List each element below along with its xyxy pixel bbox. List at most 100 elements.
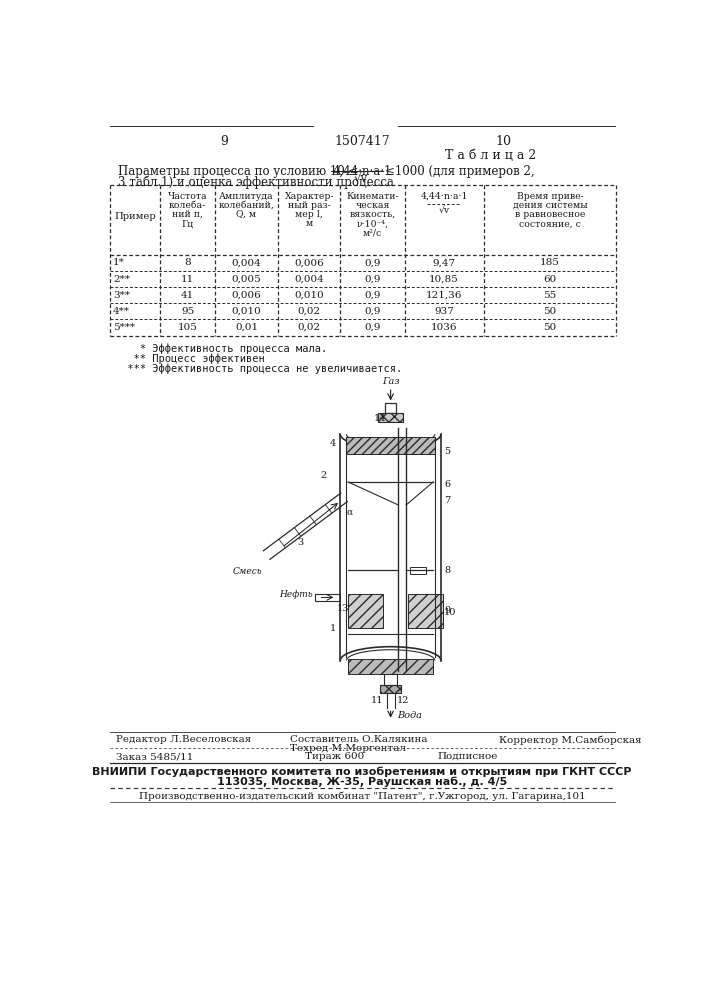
Bar (385, 403, 396, 413)
Text: Т а б л и ц а 2: Т а б л и ц а 2 (445, 149, 536, 162)
Text: 12: 12 (397, 696, 409, 705)
Text: Время приве-: Время приве- (517, 192, 583, 201)
Text: 3 табл.1) и оценка эффективности процесса: 3 табл.1) и оценка эффективности процесс… (118, 175, 394, 189)
Bar (346, 437, 435, 454)
Text: 2: 2 (320, 471, 327, 480)
Text: 0,9: 0,9 (364, 323, 380, 332)
Text: Редактор Л.Веселовская: Редактор Л.Веселовская (115, 735, 251, 744)
Text: Пример: Пример (115, 212, 156, 221)
Text: 0,9: 0,9 (364, 258, 380, 267)
Text: ВНИИПИ Государственного комитета по изобретениям и открытиям при ГКНТ СССР: ВНИИПИ Государственного комитета по изоб… (92, 766, 631, 777)
Text: 3: 3 (298, 538, 304, 547)
Text: ** Процесс эффективен: ** Процесс эффективен (121, 353, 264, 364)
Text: 95: 95 (181, 307, 194, 316)
Text: 50: 50 (543, 323, 556, 332)
Text: *** Эффективность процесса не увеличивается.: *** Эффективность процесса не увеличивае… (121, 363, 402, 374)
Text: 0,006: 0,006 (232, 291, 262, 300)
Text: Смесь: Смесь (233, 567, 263, 576)
Text: 937: 937 (434, 307, 454, 316)
Text: α: α (346, 508, 353, 517)
Bar (385, 674, 397, 685)
Bar (348, 594, 383, 628)
Text: Вода: Вода (397, 711, 422, 720)
Text: 1*: 1* (113, 258, 125, 267)
Bar (410, 567, 426, 574)
Text: 9: 9 (220, 135, 228, 148)
Text: 5***: 5*** (113, 323, 135, 332)
Text: состояние, с: состояние, с (519, 219, 581, 228)
Text: √v: √v (438, 205, 450, 214)
Text: 0,010: 0,010 (232, 307, 262, 316)
Text: Заказ 5485/11: Заказ 5485/11 (115, 752, 193, 761)
Text: 14: 14 (374, 414, 387, 423)
Text: м: м (305, 219, 313, 228)
Text: 0,010: 0,010 (294, 291, 324, 300)
Text: Гц: Гц (182, 219, 194, 228)
Text: колеба-: колеба- (169, 201, 206, 210)
Bar (378, 413, 403, 422)
Text: ный раз-: ный раз- (288, 201, 331, 210)
Text: 1: 1 (330, 624, 337, 633)
Text: Подписное: Подписное (437, 752, 498, 761)
Text: 11: 11 (370, 696, 383, 705)
Text: ≤1000 (для примеров 2,: ≤1000 (для примеров 2, (385, 165, 534, 178)
Bar (315, 594, 340, 601)
Text: 10: 10 (444, 608, 457, 617)
Text: 0,9: 0,9 (364, 275, 380, 284)
Text: 0,9: 0,9 (364, 291, 380, 300)
Text: Техред М.Моргентал: Техред М.Моргентал (290, 744, 406, 753)
Text: 8: 8 (444, 566, 450, 575)
Text: 11: 11 (181, 275, 194, 284)
Text: Нефть: Нефть (279, 590, 313, 599)
Text: 10: 10 (495, 135, 511, 148)
Bar (348, 659, 433, 674)
Text: 0,9: 0,9 (364, 307, 380, 316)
Text: Характер-: Характер- (284, 192, 334, 201)
Text: 13: 13 (337, 604, 349, 613)
Text: в равновесное: в равновесное (515, 210, 585, 219)
Text: 0,004: 0,004 (294, 275, 324, 284)
Text: 121,36: 121,36 (426, 291, 462, 300)
Text: мер l,: мер l, (296, 210, 323, 219)
Text: 8: 8 (185, 258, 191, 267)
Text: 4**: 4** (113, 307, 130, 316)
Bar (408, 594, 443, 628)
Bar (380, 685, 402, 693)
Text: ν·10⁻⁴,: ν·10⁻⁴, (356, 219, 388, 228)
Text: ний п,: ний п, (172, 210, 203, 219)
Text: 1036: 1036 (431, 323, 457, 332)
Text: 1507417: 1507417 (334, 135, 390, 148)
Text: Составитель О.Калякина: Составитель О.Калякина (290, 735, 427, 744)
Text: 9,47: 9,47 (433, 258, 456, 267)
Text: Частота: Частота (168, 192, 207, 201)
Text: Кинемати-: Кинемати- (346, 192, 399, 201)
Text: * Эффективность процесса мала.: * Эффективность процесса мала. (121, 343, 327, 354)
Text: 60: 60 (543, 275, 556, 284)
Text: 0,006: 0,006 (294, 258, 324, 267)
Text: √v: √v (354, 172, 368, 185)
Text: вязкость,: вязкость, (349, 210, 395, 219)
Text: 0,02: 0,02 (298, 307, 321, 316)
Text: 41: 41 (181, 291, 194, 300)
Text: Q, м: Q, м (236, 210, 257, 219)
Text: 5: 5 (444, 447, 450, 456)
Text: м²/с: м²/с (363, 229, 382, 238)
Text: ческая: ческая (355, 201, 390, 210)
Text: 4,44·n·a·1: 4,44·n·a·1 (332, 165, 392, 178)
Text: дения системы: дения системы (513, 201, 588, 210)
Text: Корректор М.Самборская: Корректор М.Самборская (499, 735, 642, 745)
Text: 105: 105 (177, 323, 197, 332)
Text: 0,005: 0,005 (232, 275, 262, 284)
Text: 0,01: 0,01 (235, 323, 258, 332)
Text: Параметры процесса по условию 10 ≤: Параметры процесса по условию 10 ≤ (118, 165, 358, 178)
Text: колебаний,: колебаний, (218, 201, 274, 210)
Text: 113035, Москва, Ж-35, Раушская наб., д. 4/5: 113035, Москва, Ж-35, Раушская наб., д. … (217, 777, 507, 787)
Text: 185: 185 (540, 258, 560, 267)
Text: Производственно-издательский комбинат "Патент", г.Ужгород, ул. Гагарина,101: Производственно-издательский комбинат "П… (139, 791, 585, 801)
Text: 55: 55 (543, 291, 556, 300)
Text: 10,85: 10,85 (429, 275, 459, 284)
Text: 9: 9 (444, 606, 450, 615)
Text: 0,004: 0,004 (232, 258, 262, 267)
Text: 4: 4 (330, 439, 337, 448)
Text: 4,44·n·a·1: 4,44·n·a·1 (421, 192, 468, 201)
